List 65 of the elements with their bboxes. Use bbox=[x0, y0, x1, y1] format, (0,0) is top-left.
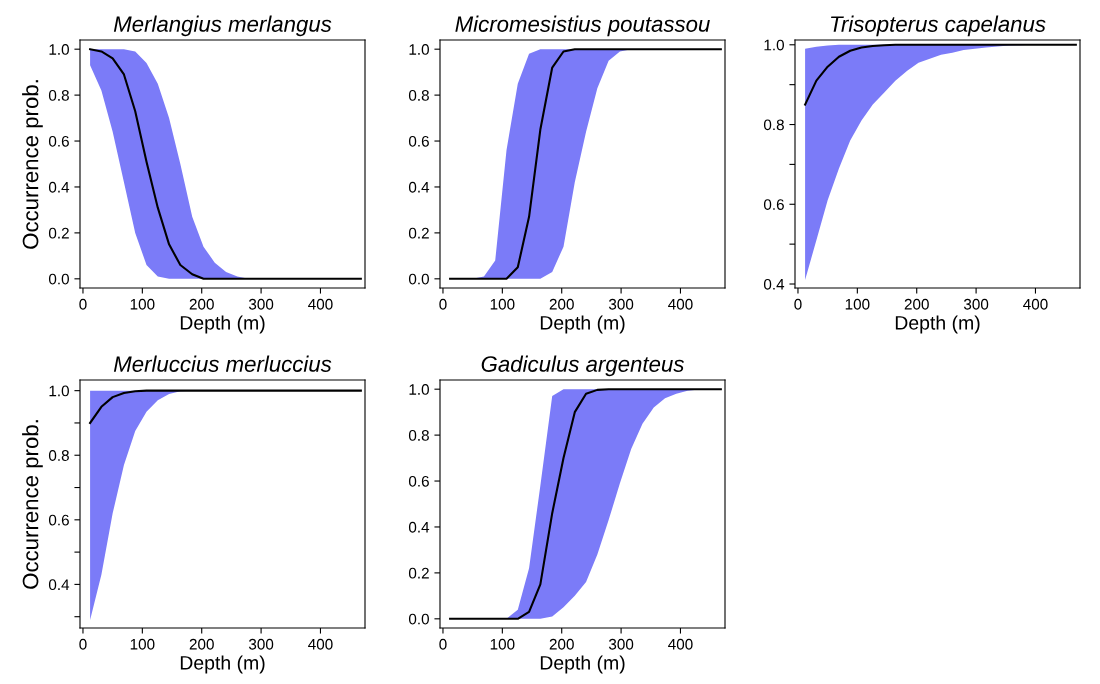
y-tick-label: 0.0 bbox=[408, 613, 429, 625]
y-axis-title: Occurrence prob. bbox=[22, 80, 43, 249]
x-tick-label: 300 bbox=[608, 298, 634, 310]
x-tick-label: 0 bbox=[794, 298, 802, 310]
x-tick-label: 400 bbox=[668, 298, 693, 310]
x-tick-label: 0 bbox=[439, 638, 447, 650]
y-tick-label: 0.2 bbox=[408, 567, 429, 579]
y-tick-label: 1.0 bbox=[49, 385, 69, 397]
x-tick-label: 200 bbox=[549, 638, 574, 650]
chart-title: Merluccius merluccius bbox=[113, 355, 332, 372]
x-tick-label: 100 bbox=[845, 298, 870, 310]
x-tick-label: 100 bbox=[490, 638, 515, 650]
y-tick-label: 0.4 bbox=[48, 579, 70, 591]
x-axis-title: Depth (m) bbox=[895, 315, 980, 334]
x-tick-label: 200 bbox=[549, 298, 574, 310]
line-series bbox=[804, 43, 1077, 106]
y-tick-label: 1.0 bbox=[764, 39, 784, 51]
x-tick-label: 100 bbox=[130, 298, 155, 310]
x-tick-label: 300 bbox=[248, 638, 274, 650]
x-axis-title: Depth (m) bbox=[540, 315, 625, 334]
y-axis-title: Occurrence prob. bbox=[22, 420, 43, 589]
x-tick-label: 300 bbox=[248, 298, 274, 310]
chart-title: Micromesistius poutassou bbox=[455, 15, 710, 37]
x-axis-title: Depth (m) bbox=[540, 655, 625, 674]
x-axis-title: Depth (m) bbox=[180, 655, 265, 674]
y-tick-label: 0.8 bbox=[408, 429, 429, 441]
y-tick-label: 0.0 bbox=[48, 273, 69, 285]
x-tick-label: 100 bbox=[130, 638, 155, 650]
x-axis-title: Depth (m) bbox=[180, 315, 265, 334]
y-tick-label: 0.0 bbox=[408, 273, 429, 285]
x-tick-label: 400 bbox=[308, 298, 333, 310]
y-tick-label: 0.4 bbox=[408, 521, 430, 533]
y-tick-label: 0.4 bbox=[408, 181, 430, 193]
x-tick-label: 0 bbox=[79, 638, 87, 650]
y-tick-label: 1.0 bbox=[409, 384, 429, 395]
x-tick-label: 0 bbox=[439, 298, 447, 310]
y-tick-label: 1.0 bbox=[49, 44, 69, 55]
x-tick-label: 400 bbox=[308, 638, 333, 650]
y-tick-label: 0.4 bbox=[48, 181, 70, 193]
x-tick-label: 400 bbox=[668, 638, 693, 650]
y-tick-label: 0.6 bbox=[48, 135, 69, 147]
y-tick-label: 0.6 bbox=[408, 135, 429, 147]
y-tick-label: 0.6 bbox=[408, 475, 429, 487]
y-tick-label: 0.8 bbox=[48, 89, 69, 101]
x-tick-label: 300 bbox=[608, 638, 634, 650]
y-tick-label: 0.8 bbox=[48, 450, 69, 461]
y-tick-label: 0.8 bbox=[408, 89, 429, 101]
x-tick-label: 100 bbox=[490, 298, 515, 310]
y-tick-label: 1.0 bbox=[409, 44, 429, 55]
y-tick-label: 0.2 bbox=[408, 227, 429, 239]
chart-title: Merlangius merlangus bbox=[113, 15, 332, 37]
y-tick-label: 0.8 bbox=[763, 119, 784, 131]
x-tick-label: 0 bbox=[79, 298, 87, 310]
line-series bbox=[89, 389, 362, 424]
x-tick-label: 200 bbox=[189, 298, 214, 310]
y-tick-label: 0.2 bbox=[48, 227, 69, 239]
x-tick-label: 200 bbox=[904, 298, 929, 310]
y-tick-label: 0.6 bbox=[763, 199, 784, 210]
y-tick-label: 0.6 bbox=[48, 514, 69, 526]
chart-title: Trisopterus capelanus bbox=[831, 15, 1046, 37]
x-tick-label: 300 bbox=[963, 298, 989, 310]
chart-title: Gadiculus argenteus bbox=[481, 355, 684, 377]
x-tick-label: 400 bbox=[1023, 298, 1048, 310]
y-tick-label: 0.4 bbox=[763, 278, 785, 290]
x-tick-label: 200 bbox=[189, 638, 214, 650]
